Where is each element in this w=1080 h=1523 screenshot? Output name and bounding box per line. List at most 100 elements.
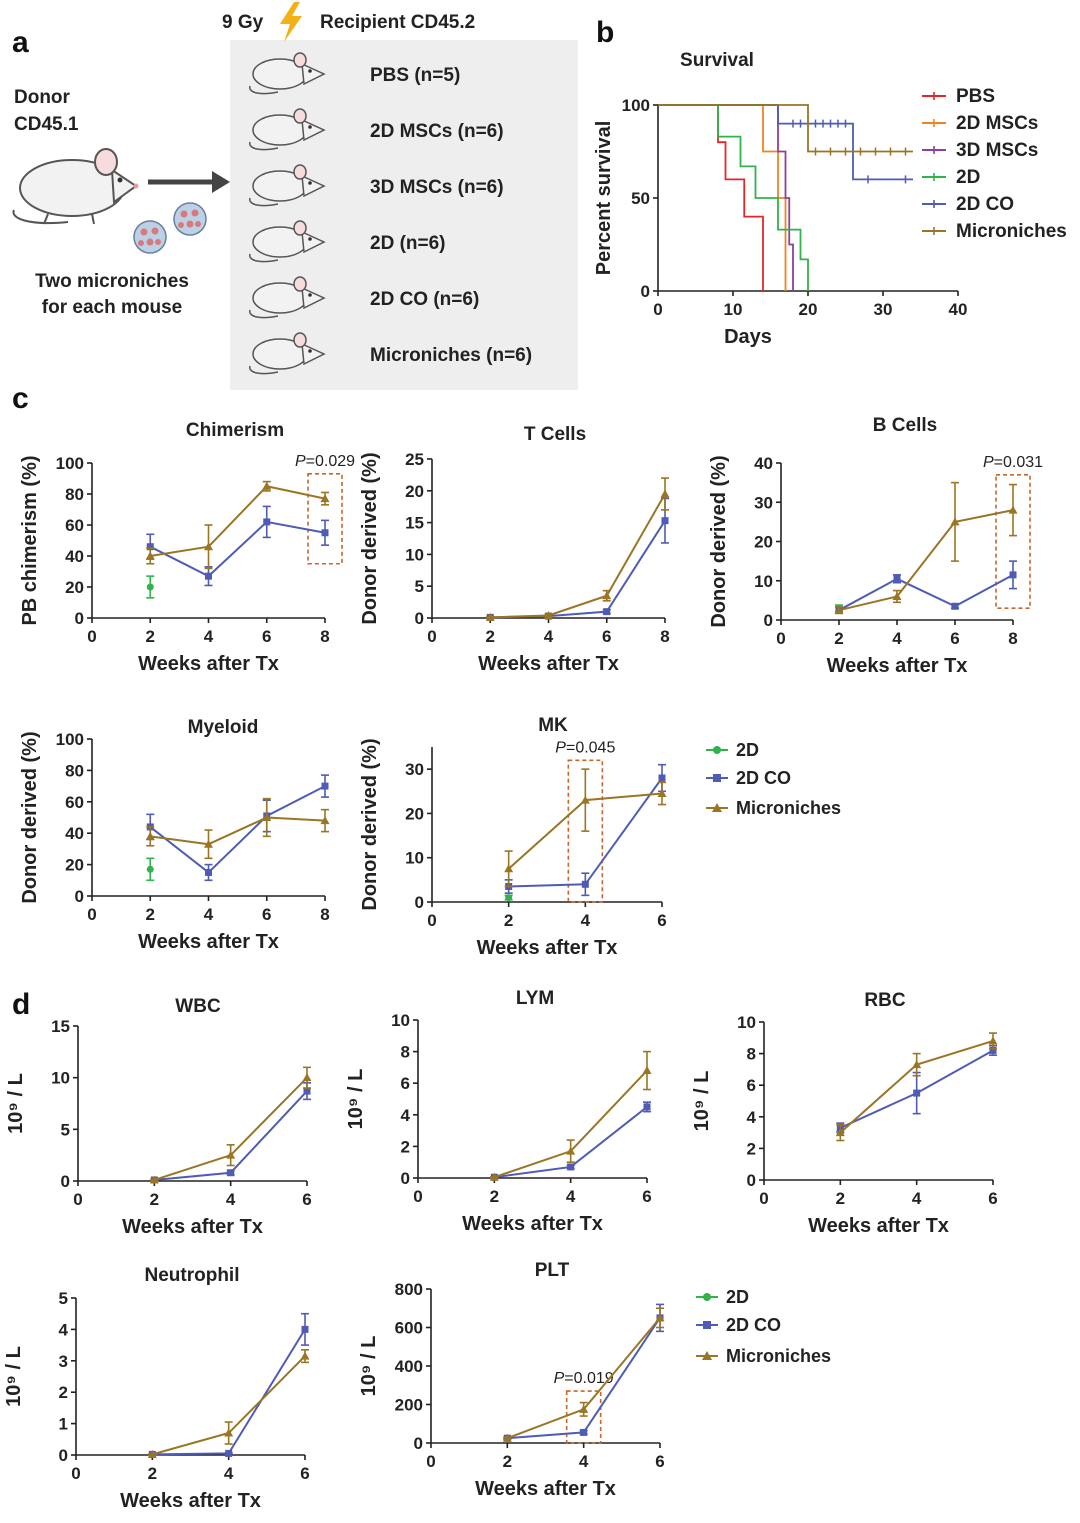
- x-tick-label: 4: [226, 1190, 236, 1209]
- series-line-microniches: [150, 485, 326, 557]
- series-line-2d-co: [838, 573, 1014, 612]
- data-point-microniches: [145, 831, 155, 840]
- data-point-2d-co: [263, 518, 271, 526]
- x-tick-label: 4: [544, 627, 554, 646]
- y-tick-label: 0: [59, 1446, 68, 1465]
- donor-label: Donor: [14, 87, 71, 108]
- data-point-microniches: [602, 591, 612, 600]
- legend-label-2d: 2D: [726, 1287, 749, 1307]
- chart-c2: T Cells 0 2 4 6 8 0 5 10 15 20 25 Weeks after Tx Dono…: [359, 424, 670, 675]
- x-tick-label: 6: [262, 627, 271, 646]
- recipient-group-label: PBS (n=5): [370, 65, 460, 86]
- significance-box: [565, 1390, 602, 1444]
- y-axis-label: Donor derived (%): [359, 738, 381, 910]
- y-tick-label: 400: [395, 1357, 423, 1376]
- x-tick-label: 4: [581, 911, 591, 930]
- y-tick-label: 60: [65, 516, 84, 535]
- data-point-microniches: [320, 494, 330, 503]
- y-axis-label: Percent survival: [593, 121, 615, 276]
- y-tick-label: 6: [401, 1074, 410, 1093]
- survival-curve-microniches: [658, 104, 913, 153]
- donor-strain-label: CD45.1: [14, 114, 79, 135]
- y-tick-label: 0: [415, 893, 424, 912]
- data-point-2d-co: [227, 1169, 235, 1177]
- legend-marker-2d: [713, 746, 721, 754]
- data-point-microniches: [204, 542, 213, 551]
- legend-label-2d: 2D: [956, 167, 980, 188]
- p-value-label: P=0.019: [554, 1370, 614, 1387]
- chart-title: T Cells: [524, 424, 586, 445]
- data-point-2d-co: [567, 1163, 575, 1171]
- x-axis-label: Days: [724, 326, 772, 348]
- legend-marker-2d-co: [703, 1321, 711, 1329]
- data-point-2d-co: [146, 543, 154, 551]
- y-tick-label: 5: [415, 577, 424, 596]
- y-tick-label: 0: [747, 1171, 756, 1190]
- chart-title: MK: [538, 715, 568, 736]
- y-axis-label: PB chimerism (%): [19, 455, 41, 625]
- x-tick-label: 10: [724, 300, 743, 319]
- y-tick-label: 10: [754, 572, 773, 591]
- panel-letter-d: d: [12, 988, 30, 1021]
- chart-d2: LYM 0 2 4 6 0 2 4 6 8 10 Weeks after Tx 10⁹ / L: [345, 988, 652, 1235]
- legend-marker-microniches: [712, 803, 722, 812]
- legend-panel-d: 2D 2D CO Microniches: [696, 1287, 831, 1366]
- x-tick-label: 0: [653, 300, 662, 319]
- legend-label-3d-mscs: 3D MSCs: [956, 140, 1038, 161]
- y-tick-label: 800: [395, 1280, 423, 1299]
- x-tick-label: 40: [949, 300, 968, 319]
- y-tick-label: 60: [65, 793, 84, 812]
- y-axis-label: 10⁹ / L: [5, 1073, 27, 1134]
- x-tick-label: 2: [148, 1464, 157, 1483]
- p-value-label: P=0.031: [983, 454, 1043, 471]
- x-tick-label: 6: [262, 905, 271, 924]
- chart-d4: Neutrophil 0 2 4 6 0 1 2 3 4 5 Weeks after Tx 10⁹ / …: [3, 1265, 310, 1512]
- x-tick-label: 0: [87, 627, 96, 646]
- data-point-2d-co: [893, 575, 901, 583]
- y-axis-label: 10⁹ / L: [3, 1346, 25, 1407]
- x-tick-label: 4: [204, 627, 214, 646]
- y-tick-label: 5: [61, 1120, 70, 1139]
- y-tick-label: 10: [405, 849, 424, 868]
- y-tick-label: 8: [747, 1045, 756, 1064]
- data-point-2d-co: [951, 602, 959, 610]
- y-tick-label: 20: [405, 482, 424, 501]
- data-point-microniches: [149, 1175, 159, 1184]
- recipient-mouse-icon: [249, 108, 326, 151]
- x-tick-label: 0: [427, 627, 436, 646]
- data-point-microniches: [892, 591, 902, 600]
- data-point-2d-co: [643, 1103, 651, 1111]
- data-point-2d-co: [658, 774, 666, 782]
- x-axis-label: Weeks after Tx: [475, 1478, 616, 1500]
- y-tick-label: 100: [622, 96, 650, 115]
- x-tick-label: 6: [302, 1190, 311, 1209]
- y-tick-label: 20: [65, 578, 84, 597]
- x-tick-label: 4: [892, 629, 902, 648]
- chart-title: WBC: [175, 996, 221, 1017]
- data-point-2d-co: [225, 1449, 233, 1457]
- x-tick-label: 0: [427, 911, 436, 930]
- x-tick-label: 2: [150, 1190, 159, 1209]
- recipient-mouse-icon: [249, 220, 326, 263]
- y-tick-label: 25: [405, 450, 424, 469]
- y-tick-label: 80: [65, 761, 84, 780]
- x-tick-label: 2: [146, 627, 155, 646]
- data-point-2d-co: [603, 608, 611, 616]
- legend-label-2d-co: 2D CO: [956, 194, 1014, 215]
- data-point-microniches: [1008, 505, 1018, 514]
- x-tick-label: 6: [642, 1187, 651, 1206]
- x-axis-label: Weeks after Tx: [462, 1213, 603, 1235]
- legend-marker-2d: [703, 1293, 711, 1301]
- y-tick-label: 6: [747, 1076, 756, 1095]
- x-tick-label: 2: [836, 1189, 845, 1208]
- legend-panel-c: 2D 2D CO Microniches: [706, 740, 841, 818]
- x-tick-label: 6: [950, 629, 959, 648]
- x-tick-label: 2: [490, 1187, 499, 1206]
- x-axis-label: Weeks after Tx: [138, 653, 279, 675]
- chart-d1: d WBC 0 2 4 6 0 5 10 15 Weeks after Tx 10⁹ / L: [5, 988, 312, 1238]
- data-point-microniches: [580, 795, 590, 804]
- arrow-right-icon: [148, 171, 230, 193]
- recipient-mouse-icon: [249, 164, 326, 207]
- x-axis-label: Weeks after Tx: [122, 1216, 263, 1238]
- x-tick-label: 4: [566, 1187, 576, 1206]
